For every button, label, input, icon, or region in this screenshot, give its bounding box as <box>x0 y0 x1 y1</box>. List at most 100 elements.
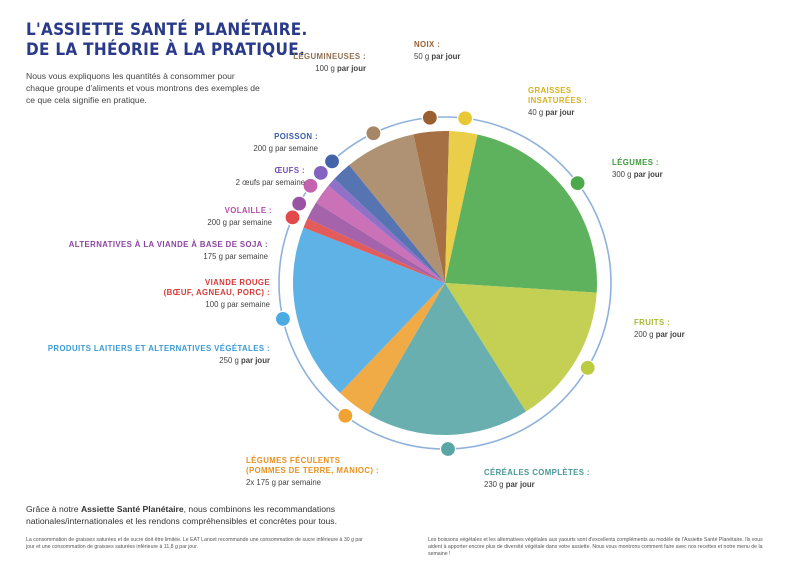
pie-slice <box>413 131 450 283</box>
icon-badge <box>421 109 438 126</box>
food-name: POISSON : <box>274 132 318 141</box>
quantity: 200 g <box>634 330 654 339</box>
period: par semaine <box>278 478 321 487</box>
pie-slice <box>340 283 445 415</box>
pie-slice <box>328 178 445 283</box>
quantity: 40 g <box>528 108 544 117</box>
period: par jour <box>336 64 366 73</box>
icon-badge <box>457 110 474 127</box>
amount: 230 g par jour <box>484 480 590 490</box>
icon-badge <box>579 359 596 376</box>
food-name: GRAISSES <box>528 86 572 95</box>
title: L'ASSIETTE SANTÉ PLANÉTAIRE. DE LA THÉOR… <box>26 20 308 60</box>
quantity: 230 g <box>484 480 504 489</box>
food-label: ŒUFS : 2 œufs par semaine <box>236 166 305 188</box>
quantity: 100 g <box>315 64 335 73</box>
text: Grâce à notre <box>26 504 81 514</box>
pie-slice <box>445 283 597 412</box>
period: par jour <box>505 480 535 489</box>
amount: 50 g par jour <box>414 52 460 62</box>
food-name: VIANDE ROUGE <box>204 278 270 287</box>
amount: 100 g par jour <box>293 64 366 74</box>
text: , nous combinons les recommandations nat… <box>26 504 337 526</box>
food-label: FRUITS : 200 g par jour <box>634 318 685 340</box>
icon-badge <box>365 125 382 142</box>
period: par semaine <box>262 178 305 187</box>
food-name: LÉGUMES FÉCULENTS <box>246 456 341 465</box>
pie-slice <box>445 134 597 293</box>
icon-badge <box>274 310 292 327</box>
food-label: ALTERNATIVES À LA VIANDE À BASE DE SOJA … <box>69 240 268 262</box>
food-label: NOIX : 50 g par jour <box>414 40 460 62</box>
period: par jour <box>431 52 461 61</box>
food-label: LÉGUMINEUSES : 100 g par jour <box>293 52 366 74</box>
food-name: LÉGUMES : <box>612 158 659 167</box>
quantity: 50 g <box>414 52 430 61</box>
period: par jour <box>240 356 270 365</box>
food-name: INSATURÉES : <box>528 96 588 105</box>
pie-slice <box>303 218 445 283</box>
icon-badge <box>302 177 319 194</box>
pie-slice <box>445 131 478 283</box>
icon-badge <box>291 195 308 212</box>
quantity: 250 g <box>219 356 239 365</box>
food-name: FRUITS : <box>634 318 671 327</box>
amount: 40 g par jour <box>528 108 587 118</box>
period: par jour <box>633 170 663 179</box>
food-name: (POMMES DE TERRE, MANIOC) : <box>246 466 379 475</box>
icon-badge <box>284 209 301 226</box>
brand: Assiette Santé Planétaire <box>80 504 184 514</box>
amount: 200 g par semaine <box>207 218 272 228</box>
period: par jour <box>545 108 575 117</box>
food-name: ALTERNATIVES À LA VIANDE À BASE DE SOJA … <box>68 240 268 249</box>
amount: 2x 175 g par semaine <box>246 478 379 488</box>
food-name: CÉRÉALES COMPLÈTES : <box>484 468 590 477</box>
period: par semaine <box>225 252 268 261</box>
food-name: VOLAILLE : <box>224 206 272 215</box>
icon-badge <box>337 407 354 424</box>
food-label: GRAISSES INSATURÉES : 40 g par jour <box>528 86 587 118</box>
quantity: 300 g <box>612 170 632 179</box>
food-label: PRODUITS LAITIERS ET ALTERNATIVES VÉGÉTA… <box>48 344 270 366</box>
food-label: CÉRÉALES COMPLÈTES : 230 g par jour <box>484 468 590 490</box>
amount: 2 œufs par semaine <box>236 178 305 188</box>
quantity: 200 g <box>207 218 227 227</box>
amount: 200 g par jour <box>634 330 685 340</box>
pie-slice <box>307 202 445 283</box>
note-right: Les boissons végétales et les alternativ… <box>428 537 763 557</box>
pie-slice <box>349 134 445 283</box>
quantity: 2 œufs <box>235 178 260 187</box>
statement: Grâce à notre Assiette Santé Planétaire,… <box>26 503 366 527</box>
note-left: La consommation de graisses saturées et … <box>26 537 363 550</box>
food-label: LÉGUMES FÉCULENTS (POMMES DE TERRE, MANIO… <box>246 456 379 488</box>
pie-slice <box>293 227 445 393</box>
intro: Nous vous expliquons les quantités à con… <box>26 71 260 105</box>
quantity: 100 g <box>205 300 225 309</box>
food-label: VIANDE ROUGE (BŒUF, AGNEAU, PORC) : 100 g … <box>164 278 270 310</box>
food-name: (BŒUF, AGNEAU, PORC) : <box>163 288 270 297</box>
food-name: LÉGUMINEUSES : <box>293 52 366 61</box>
food-name: ŒUFS : <box>274 166 305 175</box>
food-label: LÉGUMES : 300 g par jour <box>612 158 663 180</box>
pie-slice <box>368 283 526 435</box>
amount: 175 g par semaine <box>69 252 268 262</box>
icon-badge <box>439 440 457 458</box>
amount: 250 g par jour <box>48 356 270 366</box>
food-label: POISSON :200 g par semaine <box>253 132 318 154</box>
period: par semaine <box>229 218 272 227</box>
quantity: 175 g <box>203 252 223 261</box>
icon-badge <box>569 175 586 192</box>
quantity: 2x 175 g <box>246 478 276 487</box>
title-line: L'ASSIETTE SANTÉ PLANÉTAIRE. <box>26 20 308 40</box>
pie-slice <box>316 185 445 283</box>
period: par semaine <box>275 144 318 153</box>
icon-badge <box>312 164 329 181</box>
food-name: PRODUITS LAITIERS ET ALTERNATIVES VÉGÉTA… <box>47 344 270 353</box>
title-line: DE LA THÉORIE À LA PRATIQUE. <box>26 40 306 60</box>
pie-slice <box>334 165 445 283</box>
food-label: VOLAILLE : 200 g par semaine <box>207 206 272 228</box>
food-name: NOIX : <box>414 40 441 49</box>
quantity: 200 g <box>253 144 273 153</box>
